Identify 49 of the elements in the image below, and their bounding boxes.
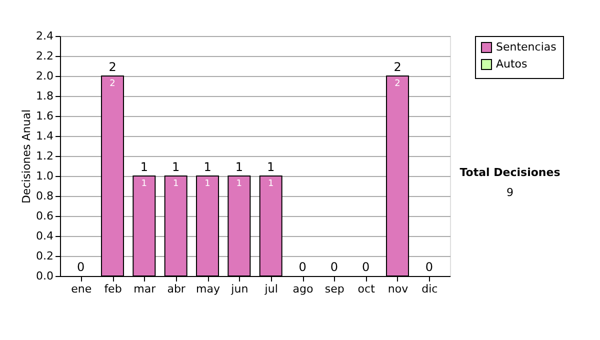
y-tick-label: 1.6	[36, 110, 54, 122]
total-label: 0	[362, 260, 370, 274]
y-tick-label: 1.8	[36, 90, 54, 102]
total-label: 1	[140, 160, 148, 174]
x-tick-label: may	[196, 282, 220, 296]
y-axis-title: Decisiones Anual	[20, 109, 34, 204]
x-tick-label: feb	[104, 282, 122, 296]
y-tick-label: 2.2	[36, 50, 54, 62]
y-tick-label: 0.6	[36, 210, 54, 222]
data-label: 1	[141, 179, 148, 189]
y-tick-label: 1.4	[36, 130, 54, 142]
x-tick-label: abr	[167, 282, 186, 296]
text: 9	[506, 186, 514, 199]
total-label: 0	[330, 260, 338, 274]
legend-label: Sentencias	[496, 40, 557, 54]
x-tick-label: nov	[388, 282, 409, 296]
total-label: 1	[235, 160, 243, 174]
x-tick-label: jun	[230, 282, 248, 296]
total-label: 1	[204, 160, 212, 174]
data-label: 1	[172, 179, 179, 189]
total-label: 2	[394, 60, 402, 74]
data-label: 2	[110, 79, 116, 89]
x-tick-label: sep	[324, 282, 344, 296]
data-label: 1	[236, 179, 242, 189]
data-label: 1	[268, 179, 274, 189]
x-tick-label: mar	[134, 282, 156, 296]
text: Total Decisiones	[460, 166, 561, 179]
y-tick-label: 0.8	[36, 190, 54, 202]
legend-label: Autos	[496, 58, 528, 70]
x-tick-label: dic	[422, 282, 438, 296]
y-tick-label: 0.4	[36, 230, 54, 242]
x-tick-label: oct	[358, 282, 376, 296]
total-label: 2	[108, 60, 116, 74]
data-label: 1	[204, 179, 210, 189]
y-tick-label: 1.2	[36, 150, 54, 162]
total-label: 0	[77, 260, 85, 274]
total-label: 1	[267, 160, 275, 174]
y-tick-label: 0.2	[36, 250, 54, 262]
total-label: 0	[425, 260, 433, 274]
y-tick-label: 2.0	[36, 70, 54, 82]
y-tick-label: 1.0	[36, 170, 54, 182]
x-tick-label: jul	[264, 282, 278, 296]
y-tick-label: 0.0	[36, 270, 54, 282]
total-label: 0	[298, 260, 306, 274]
x-tick-label: ene	[71, 282, 92, 296]
x-tick-label: ago	[292, 282, 314, 296]
y-tick-label: 2.4	[36, 30, 54, 42]
total-label: 1	[172, 160, 180, 174]
data-label: 2	[394, 79, 400, 89]
